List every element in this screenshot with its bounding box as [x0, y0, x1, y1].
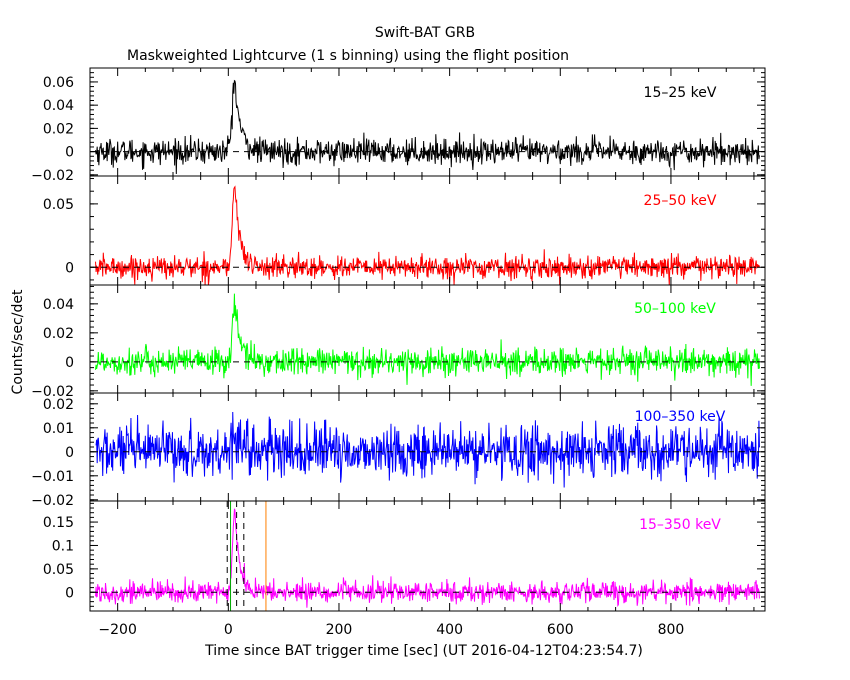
energy-band-label: 100–350 keV [635, 409, 726, 425]
panel-5: 0 0.05 0.1 0.15 15–350 keV [43, 500, 766, 612]
x-tick-label: −200 [98, 622, 136, 638]
y-tick-label: 0.04 [43, 297, 74, 313]
x-tick-label: 0 [224, 622, 233, 638]
panels-group: −0.02 0 0.02 0.04 0.06 15–25 keV 0 0.05 25–50 ke… [31, 67, 766, 638]
panel-2: 0 0.05 25–50 keV [43, 175, 766, 286]
figure-title: Swift-BAT GRB [375, 25, 475, 41]
y-tick-label: 0.02 [43, 121, 74, 137]
series-line-4 [95, 412, 760, 488]
series-line-5 [95, 508, 760, 608]
energy-band-label: 25–50 keV [644, 193, 717, 209]
y-tick-label: 0.02 [43, 397, 74, 413]
y-tick-label: 0.15 [43, 515, 74, 531]
figure-subtitle: Maskweighted Lightcurve (1 s binning) us… [127, 48, 569, 64]
y-tick-label: 0.01 [43, 421, 74, 437]
y-tick-label: 0.04 [43, 98, 74, 114]
y-tick-label: −0.02 [31, 168, 74, 184]
y-tick-label: 0 [65, 585, 74, 601]
y-axis-label: Counts/sec/det [10, 289, 26, 394]
energy-band-label: 15–25 keV [644, 85, 717, 101]
y-tick-label: −0.01 [31, 469, 74, 485]
y-tick-label: 0.05 [43, 197, 74, 213]
series-line-2 [95, 185, 760, 285]
y-tick-label: −0.02 [31, 384, 74, 400]
y-tick-label: 0 [65, 445, 74, 461]
panel-4: −0.02 −0.01 0 0.01 0.02 100–350 keV [31, 392, 766, 509]
panel-frame-5 [89, 500, 766, 612]
y-tick-label: 0 [65, 355, 74, 371]
x-tick-label: 400 [436, 622, 463, 638]
y-tick-label: 0 [65, 260, 74, 276]
y-tick-label: 0 [65, 145, 74, 161]
y-tick-label: 0.1 [52, 538, 74, 554]
y-tick-label: 0.06 [43, 75, 74, 91]
y-tick-label: 0.05 [43, 562, 74, 578]
energy-band-label: 15–350 keV [639, 517, 721, 533]
y-tick-label: 0.02 [43, 326, 74, 342]
series-line-3 [95, 293, 760, 386]
x-axis-label: Time since BAT trigger time [sec] (UT 20… [204, 643, 643, 659]
panel-3: −0.02 0 0.02 0.04 50–100 keV [31, 284, 766, 400]
series-line-1 [95, 79, 760, 174]
x-tick-label: 800 [658, 622, 685, 638]
x-tick-label: 600 [547, 622, 574, 638]
panel-1: −0.02 0 0.02 0.04 0.06 15–25 keV [31, 67, 766, 184]
energy-band-label: 50–100 keV [634, 301, 716, 317]
x-tick-label: 200 [326, 622, 353, 638]
y-tick-label: −0.02 [31, 493, 74, 509]
